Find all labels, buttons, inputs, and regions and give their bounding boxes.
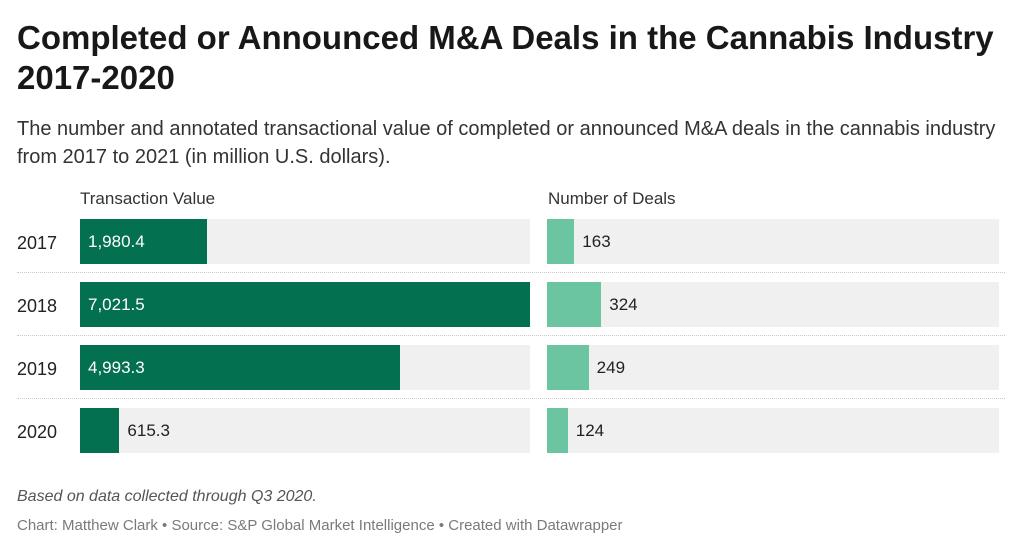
transaction-value-bar	[80, 408, 120, 453]
deal-count-label: 249	[596, 358, 626, 377]
transaction-value-label: 1,980.4	[88, 232, 145, 251]
transaction-value-bar	[80, 345, 400, 390]
column-header-transaction-value: Transaction Value	[80, 189, 216, 208]
deal-count-label: 124	[575, 421, 605, 440]
bar-track: 163	[547, 219, 999, 264]
category-label: 2018	[17, 296, 58, 316]
deal-count-bar	[547, 282, 602, 327]
row-separator	[17, 272, 1005, 273]
transaction-value-label: 615.3	[127, 421, 170, 440]
deal-count-label: 324	[609, 295, 638, 314]
chart-footer: Chart: Matthew Clark • Source: S&P Globa…	[17, 517, 623, 534]
transaction-value-label: 4,993.3	[88, 358, 145, 377]
chart-note: Based on data collected through Q3 2020.	[17, 488, 317, 505]
transaction-value-bar	[80, 282, 530, 327]
chart-row-2019: 2019 4,993.3 249	[0, 345, 1024, 393]
category-label: 2019	[17, 359, 58, 379]
bar-track: 1,980.4	[80, 219, 530, 264]
bar-track: 7,021.5	[80, 282, 530, 327]
column-header-number-of-deals: Number of Deals	[548, 189, 676, 208]
chart-subtitle: The number and annotated transactional v…	[17, 118, 996, 168]
chart-row-2017: 2017 1,980.4 163	[0, 219, 1024, 267]
category-label: 2020	[17, 422, 58, 442]
row-separator	[17, 335, 1005, 336]
transaction-value-label: 7,021.5	[88, 295, 145, 314]
bar-track: 324	[547, 282, 999, 327]
deal-count-bar	[547, 408, 568, 453]
category-label: 2017	[17, 233, 58, 253]
chart-row-2018: 2018 7,021.5 324	[0, 282, 1024, 330]
deal-count-label: 163	[582, 232, 611, 251]
chart-title: Completed or Announced M&A Deals in the …	[17, 19, 994, 96]
bar-track: 124	[547, 408, 999, 453]
deal-count-bar	[547, 219, 575, 264]
chart-row-2020: 2020 615.3 124	[0, 408, 1024, 456]
bar-track: 249	[547, 345, 999, 390]
transaction-value-bar	[80, 219, 207, 264]
row-separator	[17, 398, 1005, 399]
deal-count-bar	[547, 345, 589, 390]
bar-track: 4,993.3	[80, 345, 530, 390]
bar-track: 615.3	[80, 408, 530, 453]
